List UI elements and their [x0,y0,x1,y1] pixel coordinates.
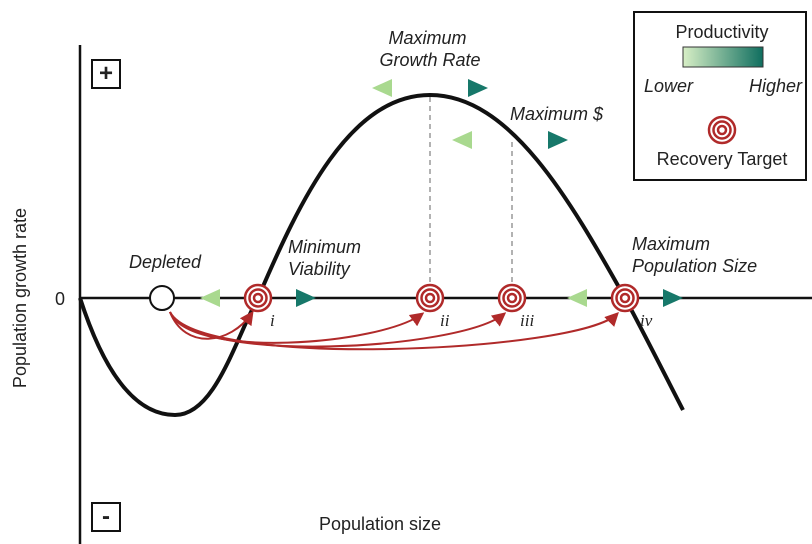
minus-box [91,502,121,532]
depleted-label: Depleted [129,252,202,272]
y-axis-label: Population growth rate [10,208,30,388]
legend-higher: Higher [749,76,803,96]
label-line: Maximum [388,28,466,48]
legend-title: Productivity [675,22,768,42]
label-line: Maximum [632,234,710,254]
legend-target-icon [707,115,737,145]
depleted-point [149,285,175,311]
recovery-target [610,283,640,313]
recovery-arrows [169,310,619,351]
label-line: Viability [288,259,351,279]
legend: Productivity Lower Higher Recovery Targe… [633,11,807,181]
target-label: iv [640,311,653,330]
target-label: i [270,311,275,330]
maximum-growth-rate-label: Maximum Growth Rate [379,28,480,70]
maximum-population-size-label: Maximum Population Size [632,234,757,276]
plus: + [99,60,113,87]
legend-lower: Lower [644,76,694,96]
target-label: iii [520,311,534,330]
recovery-target [243,283,273,313]
label-line: Growth Rate [379,50,480,70]
minimum-viability-label: Minimum Viability [288,237,366,279]
x-axis-label: Population size [319,514,441,534]
legend-target: Recovery Target [657,149,788,169]
maximum-dollar-label: Maximum $ [510,104,604,124]
label-line: Minimum [288,237,361,257]
plus-box [91,59,121,89]
recovery-target [415,283,445,313]
zero-label: 0 [55,289,65,309]
minus: - [102,503,110,530]
productivity-gradient [682,46,764,68]
target-label: ii [440,311,450,330]
recovery-target [497,283,527,313]
label-line: Population Size [632,256,757,276]
legend-box [633,11,807,181]
